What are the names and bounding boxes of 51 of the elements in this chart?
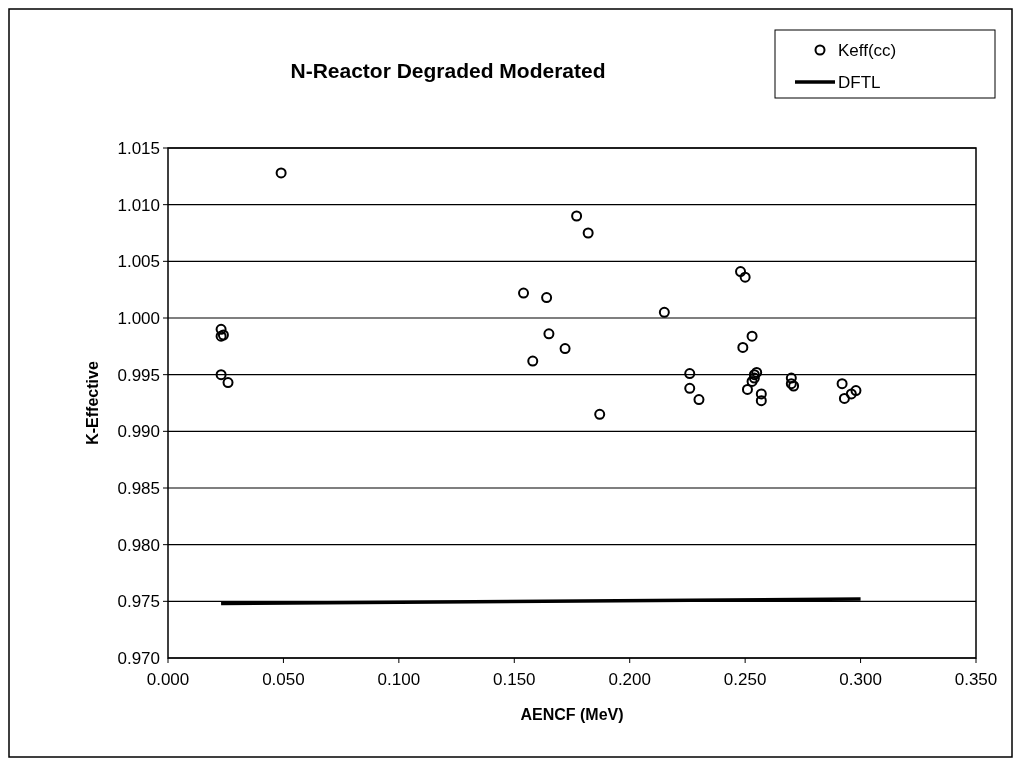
point	[737, 341, 749, 353]
y-axis-title: K-Effective	[84, 361, 101, 445]
point	[850, 385, 862, 397]
point	[571, 210, 583, 222]
point	[582, 227, 594, 239]
x-axis-title: AENCF (MeV)	[520, 706, 624, 723]
point	[746, 330, 758, 342]
point	[836, 378, 848, 390]
x-tick-label: 0.200	[608, 670, 651, 689]
point	[222, 377, 234, 389]
y-tick-label: 1.010	[117, 195, 160, 215]
point	[594, 408, 606, 420]
point	[215, 323, 227, 335]
point	[559, 343, 571, 355]
point	[541, 292, 553, 304]
x-tick-label: 0.300	[839, 670, 882, 689]
point	[684, 382, 696, 394]
y-tick-label: 0.985	[117, 478, 160, 498]
point	[543, 328, 555, 340]
y-tick-label: 0.970	[117, 648, 160, 668]
y-tick-label: 1.005	[117, 252, 160, 272]
point	[845, 388, 857, 400]
point	[755, 388, 767, 400]
y-tick-label: 0.980	[117, 535, 160, 555]
y-tick-label: 0.975	[117, 592, 160, 612]
point	[693, 394, 705, 406]
x-tick-label: 0.050	[262, 670, 305, 689]
point	[658, 306, 670, 318]
y-tick-label: 0.995	[117, 365, 160, 385]
point	[527, 355, 539, 367]
x-tick-label: 0.350	[954, 670, 998, 689]
point	[518, 287, 530, 299]
point	[739, 271, 751, 283]
point	[684, 368, 696, 380]
point	[741, 383, 753, 395]
y-tick-label: 1.000	[117, 308, 160, 328]
point	[785, 372, 797, 384]
x-tick-label: 0.000	[146, 670, 190, 689]
point	[275, 167, 287, 179]
point	[215, 369, 227, 381]
y-tick-label: 1.015	[117, 138, 160, 158]
x-tick-label: 0.150	[493, 670, 536, 689]
point	[755, 395, 767, 407]
x-tick-label: 0.250	[723, 670, 767, 689]
point	[838, 392, 850, 404]
chart-title: N-Reactor Degraded Moderated	[290, 59, 606, 82]
legend-label: Keff(cc)	[838, 40, 897, 60]
y-tick-label: 0.990	[117, 422, 160, 442]
x-tick-label: 0.100	[377, 670, 421, 689]
point	[735, 266, 747, 278]
legend-label: DFTL	[838, 72, 881, 92]
